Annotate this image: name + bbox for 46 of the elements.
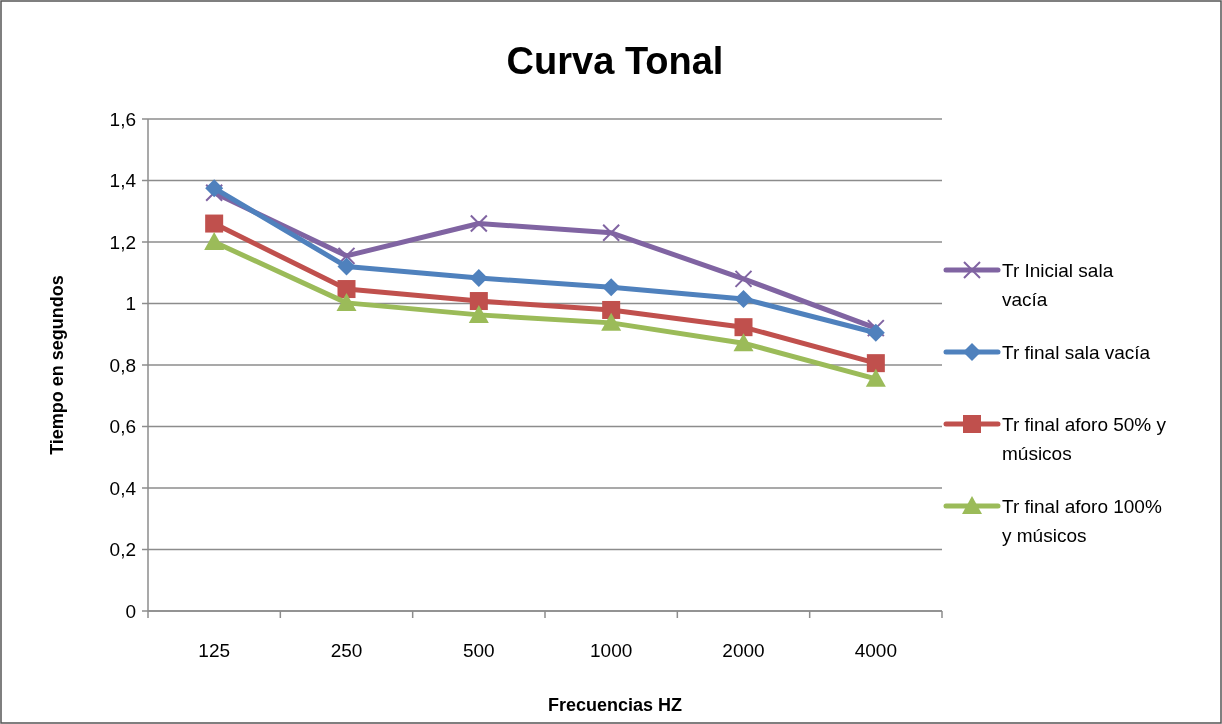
y-tick-label: 1,4 [109,170,137,192]
y-tick-label: 0,4 [109,477,137,499]
x-tick-label: 4000 [854,640,897,661]
y-tick-label: 1,2 [109,231,136,253]
point [337,246,356,265]
point [602,278,621,297]
y-tick-label: 0,6 [109,416,136,438]
point [337,280,356,299]
x-tick-label: 1000 [590,640,633,661]
chart-title: Curva Tonal [506,40,724,82]
x-tick-label: 2000 [722,640,765,661]
point [469,214,488,233]
point [733,333,754,352]
point [602,223,621,242]
point [601,312,622,331]
point [469,268,488,287]
point [205,179,224,198]
x-tick-label: 250 [330,640,363,661]
y-tick-label: 0,8 [109,354,136,376]
point [734,289,753,308]
legend-label: Tr final sala vacía [1002,341,1151,363]
point [734,318,753,337]
point [866,319,885,338]
x-tick-label: 125 [198,640,231,661]
y-tick-label: 1 [125,293,136,315]
point [204,232,225,250]
legend-label: Tr final aforo 100% y músicos [1002,495,1162,546]
point [337,257,356,276]
x-tick-label: 500 [462,640,495,661]
point [205,214,224,233]
y-axis-title: Tiempo en segundos [47,275,67,455]
point [866,323,885,342]
y-tick-label: 0,2 [109,539,136,561]
legend-label: Tr final aforo 50% y músicos [1002,413,1167,464]
point [734,269,753,288]
legend-label: Tr Inicial sala vacía [1002,259,1114,310]
point [602,300,621,319]
y-tick-label: 1,6 [109,108,136,130]
point [205,183,224,202]
x-axis-title: Frecuencias HZ [547,695,683,715]
point [866,354,885,373]
point [468,304,489,323]
y-tick-label: 0 [125,600,136,622]
point [469,292,488,311]
point [336,292,357,311]
point [865,368,886,387]
